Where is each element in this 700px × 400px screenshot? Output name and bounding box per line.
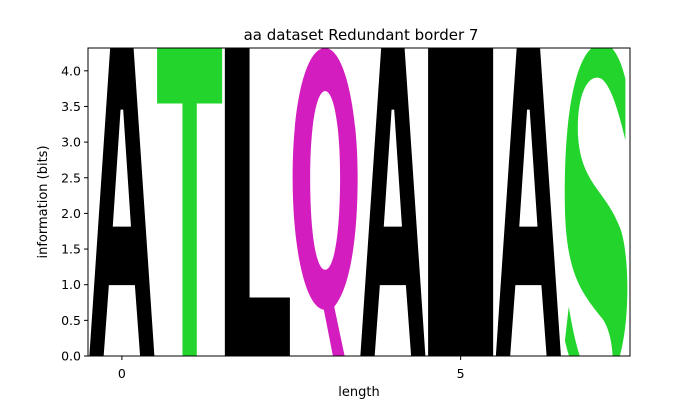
letters-layer xyxy=(89,48,628,356)
y-tick-label: 2.0 xyxy=(61,206,81,221)
y-axis: 0.0 0.5 1.0 1.5 2.0 2.5 3.0 3.5 4.0 xyxy=(61,63,88,364)
logo-letter-Q-pos-3 xyxy=(292,48,358,356)
logo-letter-S-pos-7 xyxy=(564,48,628,356)
y-tick-label: 1.0 xyxy=(61,277,81,292)
x-tick-label: 0 xyxy=(118,366,126,381)
y-tick-label: 1.5 xyxy=(61,242,81,257)
y-tick-label: 3.5 xyxy=(61,99,81,114)
chart-title: aa dataset Redundant border 7 xyxy=(244,26,479,44)
y-tick-label: 0.0 xyxy=(61,349,81,364)
x-axis-label: length xyxy=(338,385,379,400)
logo-letter-I-pos-5 xyxy=(428,48,494,356)
logo-letter-A-pos-4 xyxy=(360,48,426,356)
logo-letter-T-pos-1 xyxy=(157,48,223,356)
y-tick-label: 0.5 xyxy=(61,313,81,328)
x-tick-label: 5 xyxy=(457,366,465,381)
plot-frame xyxy=(87,47,631,357)
logo-letter-A-pos-0 xyxy=(89,48,155,356)
y-axis-label: information (bits) xyxy=(36,145,51,258)
y-tick-label: 4.0 xyxy=(61,63,81,78)
logo-letter-A-pos-6 xyxy=(495,48,561,356)
y-tick-label: 3.0 xyxy=(61,135,81,150)
logo-letter-L-pos-2 xyxy=(224,48,290,356)
y-tick-label: 2.5 xyxy=(61,170,81,185)
